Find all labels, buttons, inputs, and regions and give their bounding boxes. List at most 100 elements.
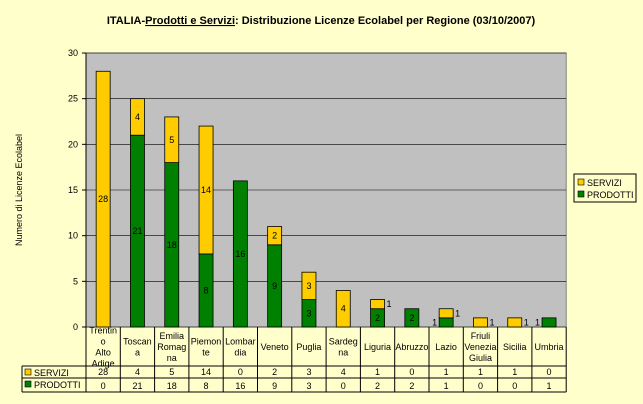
table-cell: 0	[341, 381, 346, 391]
bar-data-label: 16	[235, 249, 245, 259]
table-cell: 5	[169, 367, 174, 377]
table-series-label: SERVIZI	[34, 368, 69, 378]
bar-data-label: 2	[272, 231, 277, 241]
title-part-2: Prodotti e Servizi	[145, 15, 235, 27]
table-series-label: PRODOTTI	[34, 380, 81, 390]
bar-data-label: 21	[132, 226, 142, 236]
bar-data-label: 4	[135, 112, 140, 122]
category-label: Puglia	[296, 342, 321, 352]
table-cell: 2	[375, 381, 380, 391]
table-cell: 4	[341, 367, 346, 377]
table-cell: 3	[306, 381, 311, 391]
y-tick-label: 25	[68, 94, 78, 104]
title-part-1: ITALIA-	[107, 15, 146, 27]
table-cell: 8	[204, 381, 209, 391]
bar-servizi	[438, 308, 454, 319]
category-label: Sicilia	[503, 342, 527, 352]
table-cell: 1	[478, 367, 483, 377]
table-cell: 16	[235, 381, 245, 391]
table-cell: 0	[238, 367, 243, 377]
category-label: Lombar dia	[225, 337, 256, 358]
table-cell: 21	[132, 381, 142, 391]
category-label: Liguria	[364, 342, 391, 352]
table-cell: 2	[272, 367, 277, 377]
category-label: Friuli Venezia Giulia	[464, 331, 496, 363]
table-cell: 4	[135, 367, 140, 377]
table-cell: 0	[547, 367, 552, 377]
table-cell: 2	[409, 381, 414, 391]
category-label: Veneto	[261, 342, 289, 352]
y-tick-label: 30	[68, 48, 78, 58]
table-cell: 9	[272, 381, 277, 391]
bar-data-label: 9	[272, 281, 277, 291]
bar-data-label: 14	[201, 185, 211, 195]
bar-data-label: 2	[409, 313, 414, 323]
bar-data-label: 28	[98, 194, 108, 204]
table-cell: 3	[306, 367, 311, 377]
bar-data-label: 1	[455, 308, 460, 318]
table-cell: 1	[444, 381, 449, 391]
legend-key	[577, 190, 585, 198]
y-tick-label: 15	[68, 185, 78, 195]
table-cell: 0	[512, 381, 517, 391]
bar-data-label: 18	[167, 240, 177, 250]
bar-prodotti	[438, 317, 454, 328]
table-cell: 1	[444, 367, 449, 377]
bar-data-label: 1	[489, 317, 494, 327]
bar-prodotti	[404, 308, 420, 328]
bar-prodotti	[232, 180, 248, 328]
y-tick-label: 5	[73, 276, 78, 286]
table-cell: 1	[375, 367, 380, 377]
bar-data-label: 2	[375, 313, 380, 323]
bar-servizi	[301, 271, 317, 301]
bar-data-label: 1	[387, 299, 392, 309]
legend-label: PRODOTTI	[587, 190, 634, 200]
y-tick-label: 20	[68, 139, 78, 149]
category-label: Piemon te	[191, 337, 222, 358]
bar-data-label: 5	[169, 135, 174, 145]
legend	[573, 173, 637, 203]
category-label: Toscan a	[123, 337, 152, 358]
title-part-3: : Distribuzione Licenze Ecolabel per Reg…	[235, 15, 535, 27]
category-label: Trentin o Alto Adige	[89, 326, 117, 369]
bar-data-label: 4	[341, 304, 346, 314]
table-cell: 0	[409, 367, 414, 377]
bar-prodotti	[541, 317, 557, 328]
table-cell: 0	[101, 381, 106, 391]
bar-servizi	[95, 70, 111, 328]
table-cell: 28	[98, 367, 108, 377]
category-label: Abruzzo	[395, 342, 428, 352]
bar-data-label: 1	[535, 317, 540, 327]
table-cell: 18	[167, 381, 177, 391]
bar-data-label: 8	[204, 285, 209, 295]
y-tick-label: 10	[68, 231, 78, 241]
table-cell: 14	[201, 367, 211, 377]
bar-data-label: 1	[524, 317, 529, 327]
bar-servizi	[267, 226, 283, 246]
bar-servizi	[164, 116, 180, 164]
table-cell: 1	[512, 367, 517, 377]
bar-servizi	[507, 317, 523, 328]
legend-key	[577, 178, 585, 186]
table-legend-key	[24, 368, 32, 376]
bar-servizi	[335, 290, 351, 328]
bar-data-label: 1	[432, 317, 437, 327]
bar-data-label: 3	[306, 281, 311, 291]
bar-servizi	[473, 317, 488, 328]
table-cell: 1	[547, 381, 552, 391]
y-tick-label: 0	[73, 322, 78, 332]
category-label: Sardeg na	[329, 337, 358, 358]
category-label: Lazio	[435, 342, 457, 352]
category-label: Emilia Romag na	[157, 331, 186, 363]
chart-title: ITALIA-Prodotti e Servizi: Distribuzione…	[107, 15, 536, 27]
legend-label: SERVIZI	[587, 178, 622, 188]
table-cell: 0	[478, 381, 483, 391]
bar-servizi	[198, 125, 214, 255]
bar-servizi	[370, 299, 385, 310]
y-axis-label: Numero di Licenze Ecolabel	[14, 134, 24, 246]
bar-data-label: 3	[306, 308, 311, 318]
bar-servizi	[130, 98, 145, 136]
table-legend-key	[24, 380, 32, 388]
